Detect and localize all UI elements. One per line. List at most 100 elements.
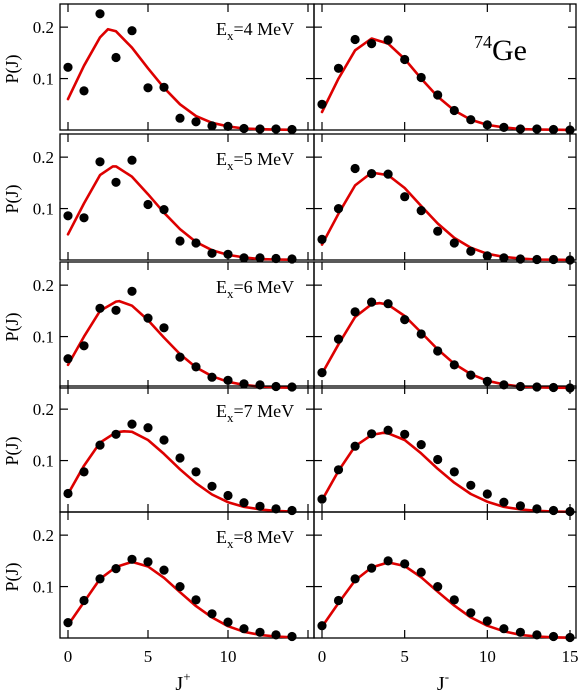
annotation-base: E bbox=[216, 19, 227, 39]
data-point bbox=[482, 376, 492, 386]
data-point bbox=[383, 556, 393, 566]
data-point bbox=[143, 423, 153, 433]
data-point bbox=[532, 124, 542, 134]
y-tick-label: 0.1 bbox=[33, 200, 54, 219]
data-point bbox=[532, 504, 542, 514]
panel-right-2 bbox=[313, 261, 577, 393]
data-point bbox=[271, 504, 281, 514]
data-point bbox=[159, 565, 169, 575]
x-axis-label-left-base: J bbox=[175, 673, 183, 695]
data-point bbox=[223, 249, 233, 259]
data-point bbox=[350, 163, 360, 174]
data-point bbox=[207, 372, 217, 382]
x-axis-label-right: J- bbox=[437, 669, 449, 695]
x-tick-label-left: 0 bbox=[64, 647, 73, 666]
annotation-subscript: x bbox=[227, 536, 234, 551]
data-point bbox=[466, 480, 476, 490]
annotation-rest: =4 MeV bbox=[234, 19, 295, 39]
data-point bbox=[367, 169, 377, 179]
data-point bbox=[127, 554, 137, 564]
y-axis-label: P(J) bbox=[2, 312, 23, 341]
data-point bbox=[79, 213, 89, 223]
data-point bbox=[159, 82, 169, 92]
x-tick-label-right: 0 bbox=[318, 647, 327, 666]
data-point bbox=[239, 123, 249, 134]
data-point bbox=[515, 254, 526, 264]
data-point bbox=[111, 177, 121, 187]
data-point bbox=[333, 204, 344, 214]
data-point bbox=[223, 617, 233, 627]
data-point bbox=[111, 52, 121, 63]
data-point bbox=[287, 382, 297, 392]
data-point bbox=[143, 199, 153, 210]
data-point bbox=[223, 490, 233, 501]
data-point bbox=[287, 254, 297, 264]
data-point bbox=[350, 34, 360, 45]
data-point bbox=[317, 234, 327, 244]
y-tick-label: 0.2 bbox=[33, 148, 54, 167]
data-point bbox=[433, 454, 443, 465]
panel-left-4 bbox=[59, 511, 315, 642]
data-point bbox=[127, 155, 137, 165]
annotation-subscript: x bbox=[227, 28, 234, 43]
data-point bbox=[255, 380, 265, 390]
data-point bbox=[63, 211, 73, 221]
data-point bbox=[143, 83, 153, 93]
data-point bbox=[95, 9, 105, 19]
y-tick-label: 0.2 bbox=[33, 276, 54, 295]
data-point bbox=[565, 125, 575, 135]
data-point bbox=[499, 497, 509, 507]
x-tick-label-left: 10 bbox=[220, 647, 237, 666]
data-point bbox=[466, 370, 476, 380]
data-point bbox=[367, 429, 377, 439]
y-axis-label: P(J) bbox=[2, 436, 23, 465]
data-point bbox=[127, 419, 137, 429]
annotation-rest: =8 MeV bbox=[234, 527, 295, 547]
data-point bbox=[333, 63, 344, 73]
data-point bbox=[383, 35, 393, 45]
data-point bbox=[95, 574, 105, 584]
data-point bbox=[191, 362, 201, 372]
panel-row-1: 0.1 0.2 P(J) Ex=5 MeV bbox=[2, 133, 577, 265]
data-point bbox=[175, 352, 185, 362]
fit-curve bbox=[66, 165, 294, 261]
panel-right-4 bbox=[313, 511, 577, 643]
x-axis-label-left: J+ bbox=[175, 669, 190, 695]
panel-right-0 bbox=[313, 3, 577, 135]
y-tick-label: 0.2 bbox=[33, 400, 54, 419]
y-tick-label: 0.1 bbox=[33, 328, 54, 347]
data-point bbox=[333, 334, 344, 344]
panel-row-2: 0.1 0.2 P(J) Ex=6 MeV bbox=[2, 261, 577, 393]
data-point bbox=[271, 253, 281, 264]
data-point bbox=[127, 26, 137, 36]
x-axis-label-left-sup: + bbox=[183, 669, 190, 684]
data-point bbox=[548, 631, 559, 642]
y-tick-label: 0.1 bbox=[33, 578, 54, 597]
data-point bbox=[239, 498, 249, 508]
data-point bbox=[317, 494, 327, 504]
data-point bbox=[532, 630, 542, 640]
fit-curve bbox=[320, 301, 572, 390]
data-point bbox=[287, 505, 297, 516]
data-point bbox=[565, 632, 575, 643]
y-tick-label: 0.2 bbox=[33, 526, 54, 545]
data-point bbox=[111, 429, 121, 439]
data-point bbox=[333, 595, 344, 606]
annotation-base: E bbox=[216, 277, 227, 297]
panel-row-4: 0.1 0.2 P(J) Ex=8 MeV bbox=[2, 511, 577, 643]
data-point bbox=[111, 305, 121, 315]
data-point bbox=[482, 120, 492, 130]
data-point bbox=[207, 121, 217, 131]
data-point bbox=[367, 563, 377, 573]
fit-curve bbox=[66, 430, 294, 513]
data-point bbox=[499, 122, 509, 132]
data-point bbox=[317, 368, 327, 378]
data-point bbox=[350, 441, 360, 451]
data-point bbox=[317, 621, 327, 631]
fit-curve bbox=[320, 431, 572, 514]
data-point bbox=[449, 595, 459, 605]
panel-frame bbox=[313, 133, 577, 261]
y-axis-label: P(J) bbox=[2, 562, 23, 591]
